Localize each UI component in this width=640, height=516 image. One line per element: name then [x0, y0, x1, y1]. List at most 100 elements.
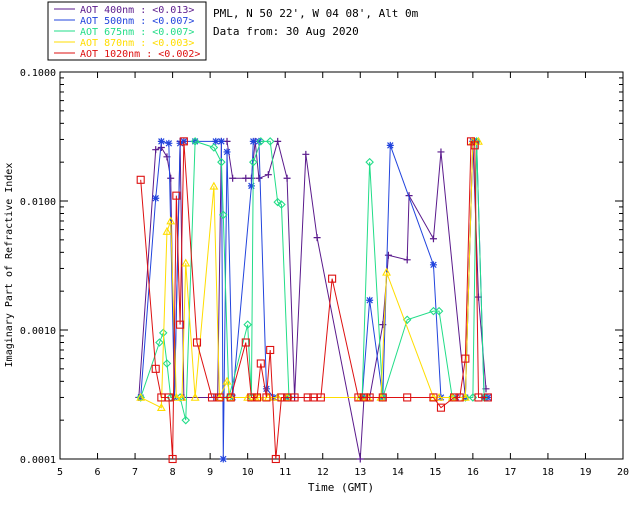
legend-entry: AOT 1020nm : <0.002>: [80, 49, 200, 60]
data-point: [455, 393, 464, 402]
data-point: [171, 392, 181, 401]
data-point: [470, 141, 479, 150]
data-point: [176, 320, 185, 329]
data-point: [249, 137, 257, 145]
data-point: [266, 345, 275, 355]
data-point: [219, 455, 227, 463]
data-point: [181, 258, 191, 267]
data-point: [222, 376, 232, 385]
legend-entry: AOT 675nm : <0.007>: [80, 27, 194, 38]
data-point: [274, 137, 282, 145]
legend-entry: AOT 870nm : <0.003>: [80, 38, 194, 49]
data-point: [168, 454, 177, 464]
data-point: [243, 320, 252, 329]
data-point: [167, 174, 175, 182]
data-point: [271, 454, 280, 464]
data-point: [402, 315, 412, 325]
data-point: [290, 393, 299, 402]
data-point: [212, 137, 220, 145]
chart-header: PML, N 50 22', W 04 08', Alt 0m Data fro…: [213, 7, 419, 38]
data-point: [256, 137, 266, 146]
x-tick-label: 9: [207, 467, 213, 478]
series: [135, 136, 492, 464]
x-tick-label: 7: [132, 467, 138, 478]
x-tick-label: 13: [354, 467, 366, 478]
data-point: [136, 392, 146, 401]
data-point: [474, 393, 483, 402]
data-point: [264, 171, 272, 179]
legend-entry: AOT 500nm : <0.007>: [80, 16, 194, 27]
data-point: [166, 216, 176, 225]
data-point: [461, 354, 470, 363]
date-label: Data from: 30 Aug 2020: [213, 25, 359, 38]
data-point: [247, 393, 256, 402]
data-point: [165, 139, 173, 147]
data-point: [386, 141, 394, 149]
y-tick-label: 0.0100: [20, 197, 56, 208]
data-point: [316, 393, 325, 402]
data-point: [136, 393, 145, 402]
data-point: [429, 393, 438, 402]
y-axis-label: Imaginary Part of Refractive Index: [4, 163, 15, 368]
data-point: [151, 364, 160, 373]
y-tick-label: 0.0001: [20, 455, 56, 466]
x-tick-label: 14: [392, 467, 404, 478]
data-point: [273, 197, 282, 207]
data-point: [403, 393, 412, 402]
data-point: [181, 415, 191, 425]
data-point: [249, 157, 258, 167]
data-point: [450, 393, 459, 402]
data-point: [277, 393, 286, 402]
x-axis-label: Time (GMT): [308, 481, 374, 494]
x-tick-label: 5: [57, 467, 63, 478]
data-point: [152, 194, 160, 202]
data-point: [256, 359, 265, 368]
data-point: [378, 393, 387, 402]
data-point: [365, 393, 374, 402]
data-point: [429, 235, 437, 243]
data-point: [223, 148, 231, 156]
data-point: [354, 393, 363, 402]
x-tick-label: 19: [579, 467, 591, 478]
x-tick-label: 10: [242, 467, 254, 478]
x-tick-label: 18: [542, 467, 554, 478]
series-3: [136, 137, 489, 425]
data-point: [382, 267, 391, 276]
data-point: [155, 338, 164, 347]
series-line: [140, 140, 488, 460]
x-tick-label: 15: [429, 467, 441, 478]
data-point: [277, 200, 286, 209]
data-point: [313, 234, 321, 242]
data-point: [429, 306, 438, 316]
data-point: [217, 137, 225, 145]
data-point: [262, 385, 270, 393]
y-tick-label: 0.0010: [20, 326, 56, 337]
data-point: [162, 359, 172, 368]
x-tick-label: 11: [279, 467, 291, 478]
series-line: [140, 140, 485, 421]
data-point: [247, 182, 255, 190]
x-tick-label: 17: [504, 467, 516, 478]
legend-entry: AOT 400nm : <0.013>: [80, 5, 194, 16]
data-point: [303, 393, 312, 402]
data-point: [241, 338, 250, 347]
data-point: [328, 274, 337, 283]
data-point: [136, 175, 145, 184]
series-line: [138, 139, 487, 460]
data-point: [436, 403, 446, 412]
data-point: [162, 226, 172, 235]
data-point: [190, 137, 200, 146]
site-label: PML, N 50 22', W 04 08', Alt 0m: [213, 7, 419, 20]
data-point: [192, 338, 202, 347]
data-point: [156, 403, 166, 412]
data-point: [177, 392, 187, 401]
data-point: [164, 393, 173, 402]
data-point: [157, 137, 165, 145]
data-point: [366, 296, 374, 304]
data-point: [229, 174, 237, 182]
data-point: [429, 261, 437, 269]
data-point: [226, 393, 235, 402]
series-5: [136, 137, 492, 464]
